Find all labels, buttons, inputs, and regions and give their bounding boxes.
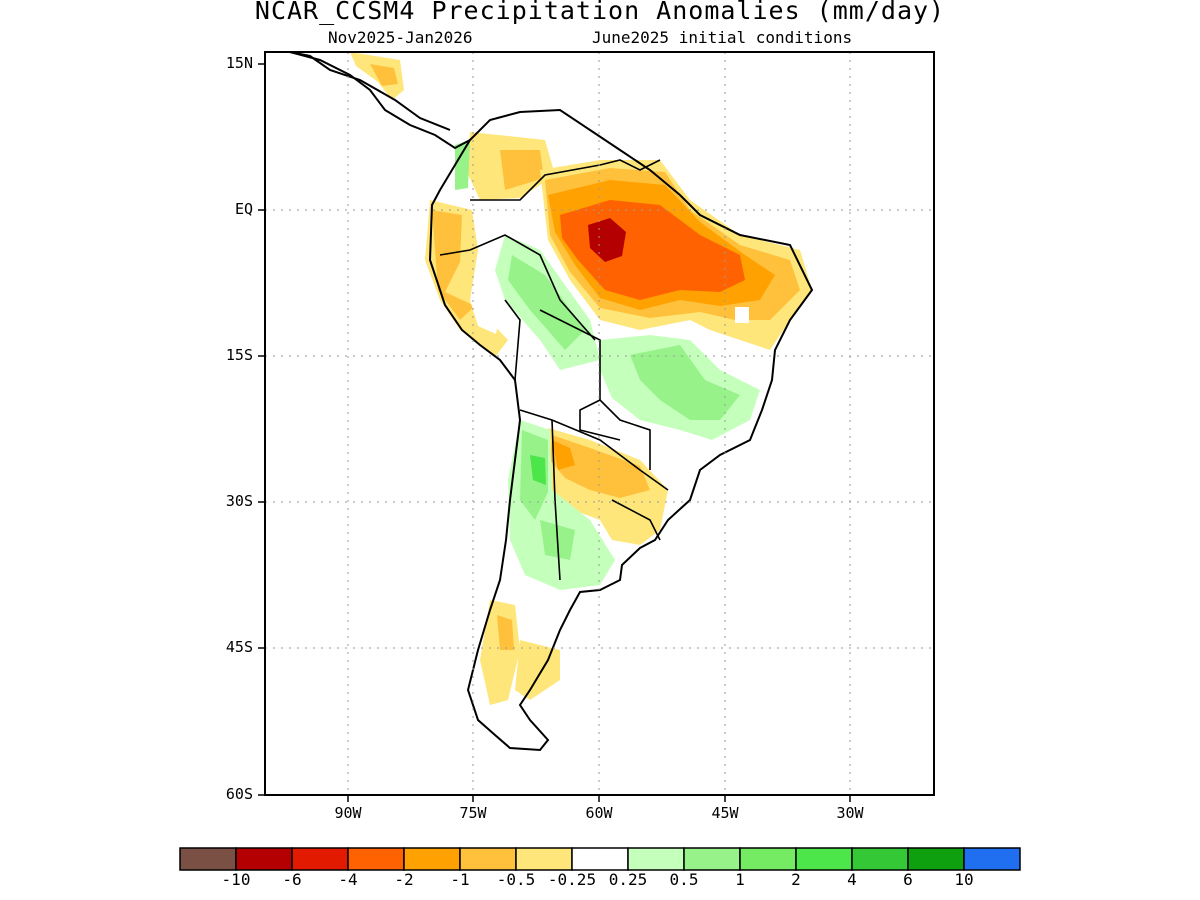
map-title: NCAR_CCSM4 Precipitation Anomalies (mm/d… [254, 0, 946, 25]
colorbar-label: -0.5 [496, 870, 536, 889]
colorbar-label: 4 [847, 870, 857, 889]
colorbar-swatch [459, 847, 517, 871]
colorbar-swatch [515, 847, 573, 871]
lon-label-45w: 45W [711, 804, 739, 822]
colorbar-swatch [347, 847, 405, 871]
colorbar-label: 10 [954, 870, 974, 889]
lon-label-30w: 30W [836, 804, 864, 822]
lon-label-60w: 60W [585, 804, 613, 822]
anomaly-fields [350, 52, 812, 705]
lat-label-60s: 60S [225, 785, 253, 803]
south-america-coast [428, 108, 814, 752]
central-amazon-core [588, 218, 626, 262]
lat-label-30s: 30S [225, 492, 253, 510]
colorbar-label: -4 [338, 870, 358, 889]
colorbar [179, 847, 1021, 871]
colorbar-label: 0.5 [669, 870, 699, 889]
colorbar-label: 1 [735, 870, 745, 889]
colorbar-swatch [683, 847, 741, 871]
central-america-coast [289, 52, 471, 150]
colorbar-swatch [291, 847, 349, 871]
initial-conditions: June2025 initial conditions [592, 28, 853, 47]
colorbar-label: -6 [282, 870, 302, 889]
lon-label-75w: 75W [459, 804, 487, 822]
colorbar-swatch [571, 847, 629, 871]
axis-ticks [258, 63, 851, 802]
colorbar-label: -0.25 [547, 870, 597, 889]
colorbar-swatch [235, 847, 293, 871]
lat-label-15n: 15N [225, 54, 253, 72]
colorbar-label: -10 [221, 870, 251, 889]
colorbar-swatch [907, 847, 965, 871]
lat-label-45s: 45S [225, 638, 253, 656]
colorbar-swatch [963, 847, 1021, 871]
coastlines [289, 52, 814, 752]
colorbar-swatch [403, 847, 461, 871]
colorbar-swatch [739, 847, 797, 871]
colorbar-swatch [179, 847, 237, 871]
colorbar-label: 6 [903, 870, 913, 889]
colorbar-swatch [795, 847, 853, 871]
lat-label-15s: 15S [225, 346, 253, 364]
colorbar-label: -1 [450, 870, 470, 889]
colorbar-swatch [627, 847, 685, 871]
colorbar-label: -2 [394, 870, 414, 889]
forecast-period: Nov2025-Jan2026 [328, 28, 473, 47]
colorbar-label: 0.25 [608, 870, 648, 889]
patagonia-dry [480, 600, 520, 705]
colorbar-swatch [851, 847, 909, 871]
colorbar-label: 2 [791, 870, 801, 889]
country-borders [439, 159, 669, 581]
lat-label-eq: EQ [234, 200, 253, 218]
lon-label-90w: 90W [334, 804, 362, 822]
